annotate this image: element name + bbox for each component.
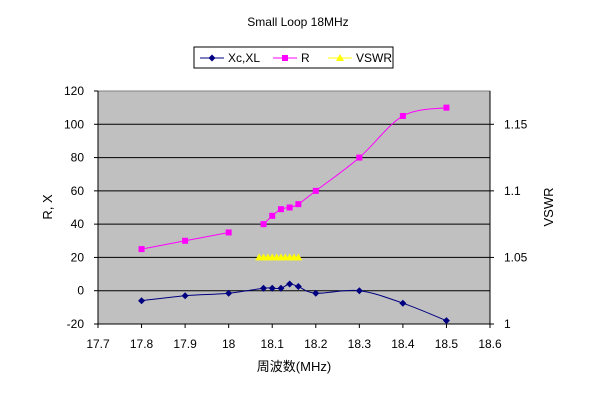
x-axis-label: 周波数(MHz): [257, 359, 331, 374]
chart-title: Small Loop 18MHz: [247, 15, 348, 29]
y2-tick-label: 1.05: [504, 250, 528, 264]
legend-item: R: [273, 51, 310, 65]
y-tick-label: 120: [64, 84, 84, 98]
y2-tick-labels: 1 1.05 1.1 1.15: [504, 117, 528, 331]
data-point: [312, 187, 319, 194]
y2-tick-label: 1: [504, 317, 511, 331]
x-tick-label: 18: [222, 337, 236, 351]
data-point: [294, 283, 302, 291]
x-tick-label: 18.2: [304, 337, 328, 351]
data-point: [294, 253, 303, 261]
data-point: [181, 292, 189, 300]
data-point: [260, 284, 268, 292]
x-tick-label: 18.1: [261, 337, 285, 351]
data-point: [312, 289, 320, 297]
x-tick-label: 18.3: [348, 337, 372, 351]
series-line: [141, 283, 447, 322]
data-point: [182, 237, 189, 244]
legend-swatch-marker: [282, 55, 288, 61]
x-tick-label: 18.5: [435, 337, 459, 351]
series-vswr: [255, 253, 303, 261]
y2-tick-label: 1.1: [504, 184, 521, 198]
y2-tick-label: 1.15: [504, 117, 528, 131]
data-point: [225, 289, 233, 297]
gridlines: [98, 123, 490, 292]
data-point: [138, 246, 145, 253]
legend-item: VSWR: [328, 51, 392, 65]
x-tick-labels: 17.7 17.8 17.9 18 18.1 18.2 18.3 18.4 18.5 18.6: [86, 337, 502, 351]
data-point: [138, 297, 146, 305]
series-r: [138, 104, 450, 253]
y-tick-label: 20: [71, 250, 85, 264]
data-point: [443, 104, 450, 111]
data-point: [442, 317, 450, 325]
series-xc-xl: [138, 280, 450, 325]
data-point: [268, 284, 276, 292]
data-point: [269, 212, 276, 219]
y-tick-label: 40: [71, 217, 85, 231]
legend-label: Xc,XL: [228, 51, 260, 65]
x-tick-label: 17.7: [86, 337, 110, 351]
data-point: [277, 284, 285, 292]
data-point: [295, 201, 302, 208]
data-point: [286, 204, 293, 211]
legend-items: Xc,XL R VSWR: [200, 51, 392, 65]
legend-label: VSWR: [356, 51, 392, 65]
data-point: [399, 112, 406, 119]
series-layer: [138, 104, 450, 325]
y-tick-label: 100: [64, 117, 84, 131]
legend-item: Xc,XL: [200, 51, 260, 65]
y2-axis-label: VSWR: [541, 188, 556, 227]
y-tick-labels: -20 0 20 40 60 80 100 120: [64, 84, 84, 331]
data-point: [355, 287, 363, 295]
legend: Xc,XL R VSWR: [193, 46, 394, 69]
data-point: [277, 206, 284, 213]
plot-area: [97, 90, 491, 325]
data-point: [399, 299, 407, 307]
x-tick-label: 17.9: [173, 337, 197, 351]
legend-label: R: [301, 51, 310, 65]
data-point: [225, 229, 232, 236]
y-axis-label: R, X: [40, 194, 55, 220]
data-point: [260, 221, 267, 228]
x-tick-label: 18.6: [478, 337, 502, 351]
x-tick-label: 17.8: [130, 337, 154, 351]
legend-swatch-marker: [336, 54, 344, 61]
x-tick-label: 18.4: [391, 337, 415, 351]
y-tick-label: 60: [71, 184, 85, 198]
data-point: [356, 154, 363, 161]
y-tick-label: -20: [67, 317, 85, 331]
axes: [94, 90, 494, 328]
y-tick-label: 0: [77, 284, 84, 298]
legend-swatch-marker: [208, 54, 216, 62]
y-tick-label: 80: [71, 151, 85, 165]
data-point: [286, 280, 294, 288]
